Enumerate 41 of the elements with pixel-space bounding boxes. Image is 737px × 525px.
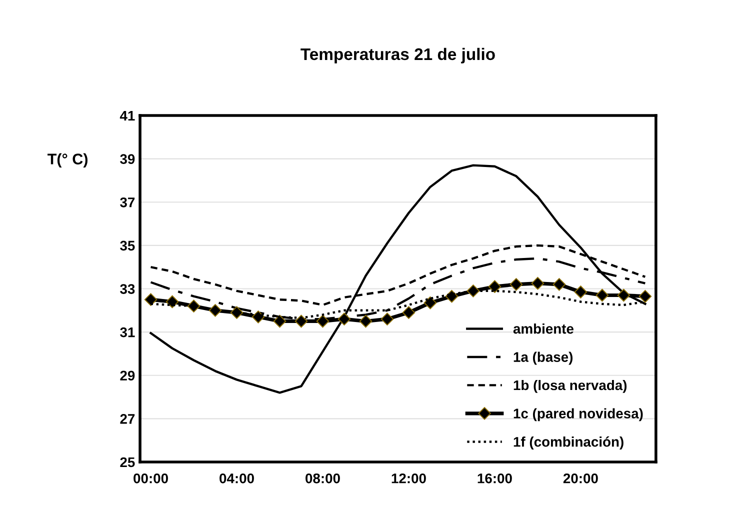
point [531, 276, 544, 290]
y-tick-label: 27 [120, 414, 135, 424]
y-tick-label: 39 [120, 154, 135, 164]
legend-label: 1b (losa nervada) [514, 380, 627, 393]
point [144, 293, 158, 306]
point [488, 280, 502, 293]
x-tick-label: 12:00 [392, 473, 426, 484]
point [510, 278, 523, 291]
point [338, 312, 351, 326]
x-tick-label: 20:00 [563, 473, 598, 484]
legend-label: 1c (pared novidesa) [514, 408, 643, 422]
point [574, 286, 588, 298]
x-tick-label: 00:00 [134, 473, 168, 484]
point [445, 290, 458, 303]
point [359, 314, 372, 328]
y-axis-title: T(° C) [48, 153, 88, 168]
y-tick-label: 31 [120, 327, 135, 338]
point [273, 314, 286, 328]
point [424, 296, 437, 310]
y-tick-label: 25 [120, 457, 135, 468]
point [166, 295, 179, 308]
point [380, 312, 394, 326]
x-tick-label: 16:00 [478, 473, 512, 484]
legend-label: 1f (combinación) [514, 436, 624, 450]
x-tick-label: 08:00 [306, 473, 340, 484]
x-tick-label: 04:00 [220, 473, 254, 484]
point [402, 306, 416, 319]
chart-title: Temperaturas 21 de julio [300, 48, 495, 64]
point [638, 290, 652, 303]
y-tick-label: 29 [120, 370, 135, 381]
y-tick-label: 37 [120, 197, 135, 208]
y-tick-label: 41 [120, 110, 135, 121]
y-tick-label: 35 [120, 240, 135, 251]
legend-label: 1a (base) [514, 352, 573, 365]
point [294, 314, 308, 328]
point [596, 288, 609, 302]
point [552, 278, 566, 291]
point [316, 314, 330, 328]
y-tick-label: 33 [120, 284, 135, 294]
point [617, 288, 630, 302]
legend-label: ambiente [513, 324, 574, 334]
